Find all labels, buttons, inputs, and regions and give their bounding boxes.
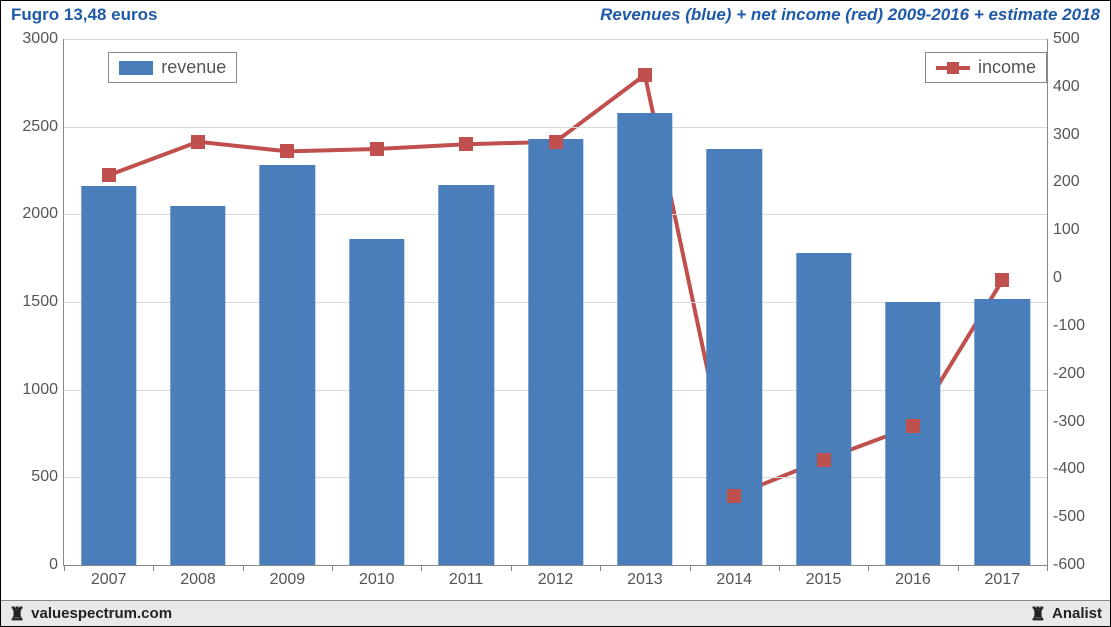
line-marker	[906, 419, 920, 433]
line-marker	[280, 144, 294, 158]
y-right-label: 200	[1047, 173, 1103, 191]
x-tick	[511, 565, 512, 571]
y-left-label: 500	[8, 468, 64, 486]
plot-area: revenue income 050010001500200025003000-…	[63, 39, 1048, 566]
x-tick	[868, 565, 869, 571]
bar	[81, 186, 136, 565]
bar	[975, 299, 1030, 566]
y-right-label: 500	[1047, 30, 1103, 48]
y-left-label: 1000	[8, 381, 64, 399]
x-tick	[243, 565, 244, 571]
x-label: 2009	[270, 565, 306, 589]
x-label: 2014	[716, 565, 752, 589]
y-right-label: 0	[1047, 269, 1103, 287]
y-right-label: -100	[1047, 317, 1103, 335]
line-marker	[102, 168, 116, 182]
line-marker	[370, 142, 384, 156]
x-tick	[779, 565, 780, 571]
x-tick	[64, 565, 65, 571]
chart-area: revenue income 050010001500200025003000-…	[1, 29, 1110, 600]
x-label: 2017	[985, 565, 1021, 589]
bar	[260, 165, 315, 565]
line-marker	[191, 135, 205, 149]
gridline	[64, 39, 1047, 40]
line-marker	[817, 453, 831, 467]
bar	[617, 113, 672, 565]
line-marker	[727, 489, 741, 503]
bar	[707, 149, 762, 565]
line-marker	[995, 273, 1009, 287]
x-tick	[958, 565, 959, 571]
gridline	[64, 127, 1047, 128]
y-left-label: 3000	[8, 30, 64, 48]
y-right-label: -600	[1047, 556, 1103, 574]
x-tick	[332, 565, 333, 571]
line-marker	[549, 135, 563, 149]
x-label: 2010	[359, 565, 395, 589]
x-tick	[600, 565, 601, 571]
y-right-label: 100	[1047, 221, 1103, 239]
y-right-label: -500	[1047, 508, 1103, 526]
y-right-label: -200	[1047, 365, 1103, 383]
y-left-label: 1500	[8, 293, 64, 311]
line-marker	[459, 137, 473, 151]
x-label: 2008	[180, 565, 216, 589]
x-label: 2012	[538, 565, 574, 589]
y-left-label: 0	[8, 556, 64, 574]
x-label: 2015	[806, 565, 842, 589]
x-tick	[153, 565, 154, 571]
y-right-label: 400	[1047, 78, 1103, 96]
bar	[528, 139, 583, 565]
y-left-label: 2500	[8, 118, 64, 136]
x-label: 2007	[91, 565, 127, 589]
bar	[438, 185, 493, 565]
line-marker	[638, 68, 652, 82]
x-tick	[421, 565, 422, 571]
bar	[796, 253, 851, 565]
y-right-label: -300	[1047, 413, 1103, 431]
footer: ♜ valuespectrum.com ♜ Analist	[1, 600, 1110, 626]
rook-icon: ♜	[9, 605, 25, 623]
x-tick	[1047, 565, 1048, 571]
bar	[349, 239, 404, 565]
footer-right: Analist	[1052, 605, 1102, 622]
y-right-label: -400	[1047, 460, 1103, 478]
header-left: Fugro 13,48 euros	[11, 5, 157, 25]
x-label: 2011	[449, 565, 483, 589]
header-right: Revenues (blue) + net income (red) 2009-…	[600, 5, 1100, 25]
bar	[170, 206, 225, 565]
footer-left: valuespectrum.com	[31, 605, 172, 622]
y-left-label: 2000	[8, 205, 64, 223]
bar	[885, 302, 940, 565]
x-label: 2013	[627, 565, 663, 589]
y-right-label: 300	[1047, 126, 1103, 144]
x-label: 2016	[895, 565, 931, 589]
rook-icon: ♜	[1030, 605, 1046, 623]
x-tick	[690, 565, 691, 571]
